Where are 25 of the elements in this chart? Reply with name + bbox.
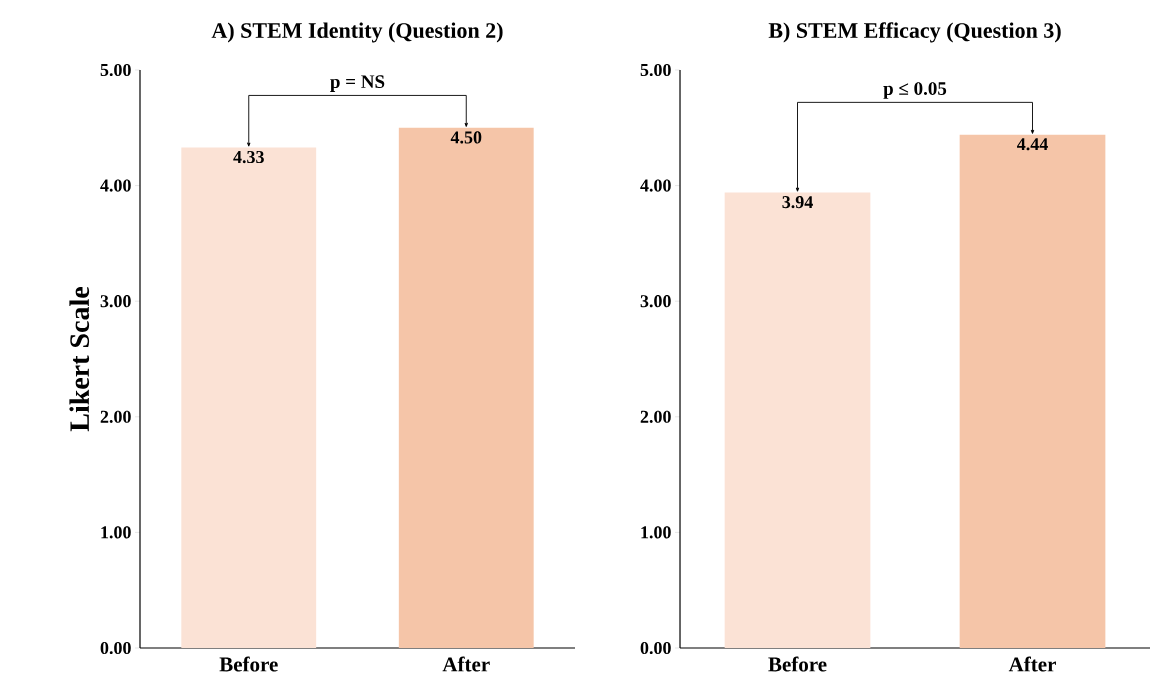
y-tick-label: 2.00: [100, 410, 131, 423]
y-tick-label: 0.00: [640, 641, 671, 655]
data-label: 4.44: [1017, 138, 1048, 151]
x-tick-label: Before: [768, 656, 827, 672]
y-tick-label: 1.00: [101, 526, 131, 539]
annotation: p = NS: [330, 75, 385, 92]
x-tick-label: After: [442, 656, 490, 672]
y-tick-label: 2.00: [640, 410, 671, 423]
chart-title: A) STEM Identity (Question 2): [211, 22, 503, 43]
y-axis-title: Likert Scale: [69, 287, 90, 432]
chart-title: B) STEM Efficacy (Question 3): [768, 22, 1061, 43]
x-tick-label: Before: [219, 656, 278, 672]
y-tick-label: 3.00: [640, 295, 671, 308]
data-label: 4.33: [233, 150, 264, 164]
data-label: 4.50: [450, 131, 482, 144]
annotation: p ≤ 0.05: [883, 82, 947, 99]
x-tick-label: After: [1008, 656, 1056, 672]
data-label: 3.94: [782, 196, 813, 209]
y-tick-label: 0.00: [100, 641, 131, 655]
y-tick-label: 4.00: [100, 179, 131, 192]
y-tick-label: 3.00: [100, 295, 131, 308]
y-tick-label: 4.00: [640, 179, 671, 192]
y-tick-label: 5.00: [640, 63, 671, 77]
y-tick-label: 1.00: [641, 526, 671, 539]
y-tick-label: 5.00: [100, 63, 131, 77]
